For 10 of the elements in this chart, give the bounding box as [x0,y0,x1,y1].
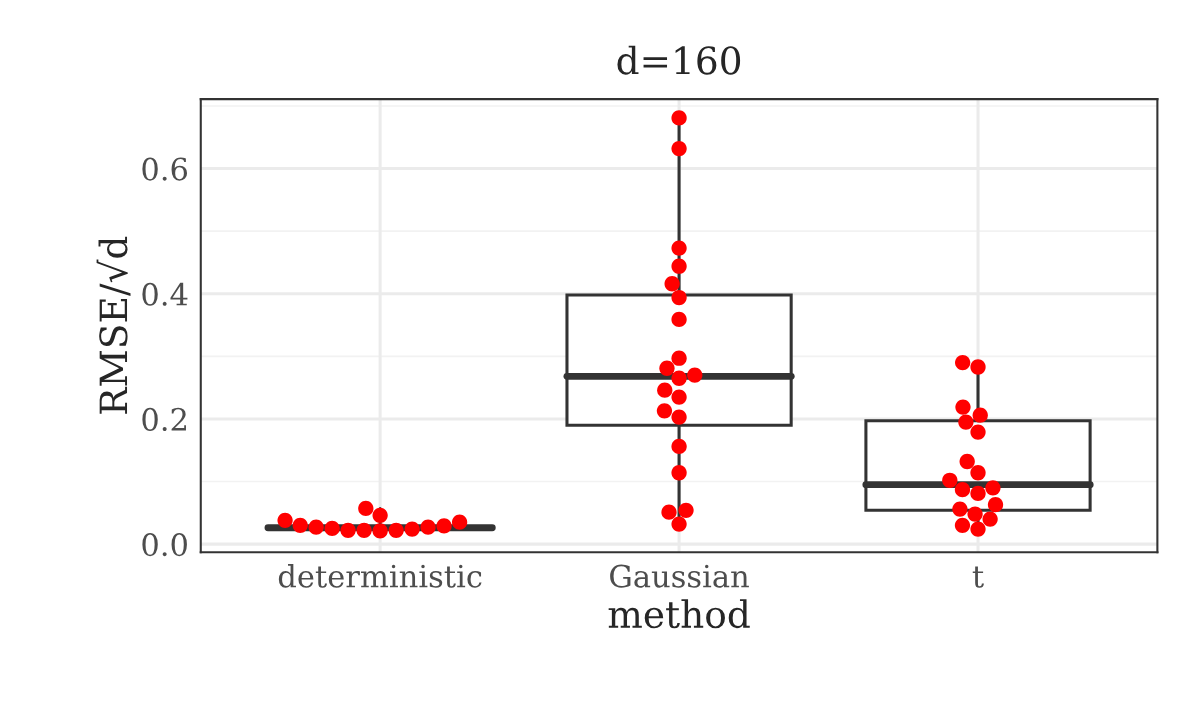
y-tick-label: 0.2 [142,407,186,431]
x-tick-label: t [972,566,984,588]
y-tick-label: 0.6 [142,157,188,181]
y-axis-title: RMSE/√d [96,236,131,414]
y-tick-label: 0.4 [142,282,188,306]
x-tick-label: Gaussian [610,564,749,588]
chart-title: d=160 [617,45,741,75]
x-axis-title: method [608,599,750,629]
x-tick-label: deterministic [278,564,482,588]
y-tick-label: 0.0 [142,533,187,557]
